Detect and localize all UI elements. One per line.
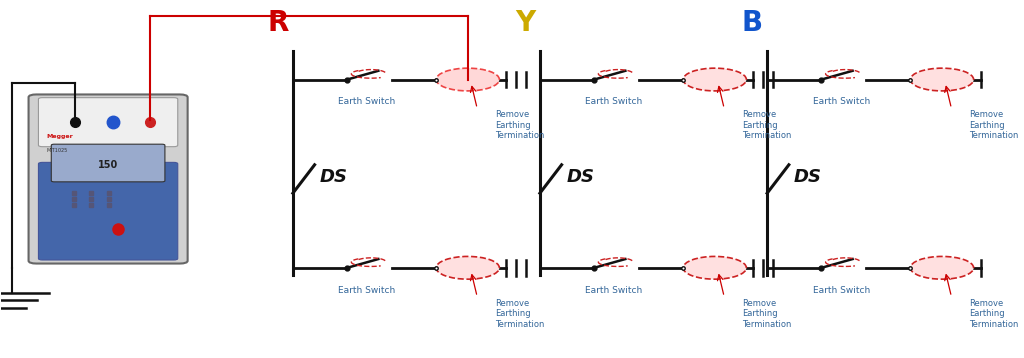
Text: DS: DS <box>319 168 347 186</box>
Text: Earth Switch: Earth Switch <box>813 286 869 295</box>
Text: Earth Switch: Earth Switch <box>813 97 869 106</box>
Text: B: B <box>741 9 763 37</box>
Circle shape <box>683 68 746 91</box>
Text: Remove
Earthing
Termination: Remove Earthing Termination <box>970 299 1019 329</box>
Text: Earth Switch: Earth Switch <box>586 97 643 106</box>
Circle shape <box>910 256 974 279</box>
Text: Y: Y <box>515 9 536 37</box>
Text: Remove
Earthing
Termination: Remove Earthing Termination <box>970 110 1019 140</box>
Circle shape <box>436 256 500 279</box>
Circle shape <box>683 256 746 279</box>
Text: Earth Switch: Earth Switch <box>338 286 395 295</box>
Text: Remove
Earthing
Termination: Remove Earthing Termination <box>742 299 792 329</box>
Text: Megger: Megger <box>46 134 73 139</box>
FancyBboxPatch shape <box>29 95 187 263</box>
Text: Remove
Earthing
Termination: Remove Earthing Termination <box>742 110 792 140</box>
FancyBboxPatch shape <box>51 144 165 182</box>
Text: R: R <box>267 9 289 37</box>
Text: Remove
Earthing
Termination: Remove Earthing Termination <box>495 110 545 140</box>
Text: 150: 150 <box>98 160 118 170</box>
Text: Earth Switch: Earth Switch <box>338 97 395 106</box>
FancyBboxPatch shape <box>39 163 178 260</box>
Text: Remove
Earthing
Termination: Remove Earthing Termination <box>495 299 545 329</box>
Circle shape <box>436 68 500 91</box>
Text: MIT1025: MIT1025 <box>46 148 68 153</box>
Circle shape <box>910 68 974 91</box>
FancyBboxPatch shape <box>39 98 178 147</box>
Text: DS: DS <box>566 168 595 186</box>
Text: Earth Switch: Earth Switch <box>586 286 643 295</box>
Text: DS: DS <box>794 168 822 186</box>
